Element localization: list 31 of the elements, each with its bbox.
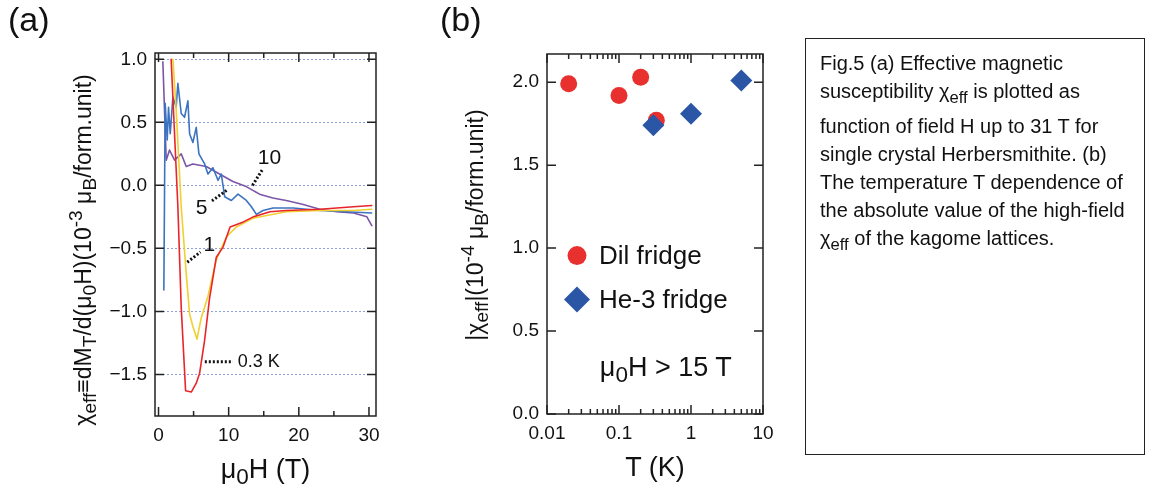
annotation: 10 (257, 145, 282, 169)
x-tick-label: 0.01 (528, 421, 566, 443)
x-tick-label: 20 (288, 423, 310, 445)
x-tick-label: 10 (752, 421, 774, 443)
annotation: μ$_{0}$H > 15 T (599, 352, 732, 389)
y-tick-label: 1.5 (512, 153, 539, 175)
y-tick-label: 1.0 (512, 236, 539, 258)
x-tick-label: 30 (358, 423, 380, 445)
x-tick-label: 0.1 (605, 421, 633, 443)
y-tick-label: 2.0 (512, 70, 539, 92)
x-tick-label: 10 (218, 423, 240, 445)
y-tick-label: 0.0 (512, 402, 539, 424)
y-tick-label: 0.5 (512, 319, 539, 341)
y-tick-label: 1.0 (120, 47, 147, 69)
x-tick-label: 0 (153, 423, 164, 445)
annotation: 1 (203, 232, 216, 256)
annotation: 5 (195, 195, 208, 219)
text: Fig.5 (a) Effective magnetic susceptibility χ$_{eff}$ is plotted as function of field H up to 31 T for single crystal Herbersmithite. (b) The temperature T dependence of the absolute value of the high-field χ$_{eff}$ of the kagome lattices. (820, 52, 1125, 254)
legend-label: Dil fridge (599, 239, 702, 270)
y-tick-label: 0.0 (120, 173, 147, 195)
y-tick-label: −1.0 (109, 299, 147, 321)
y-tick-label: 0.5 (120, 110, 147, 132)
y-tick-label: −1.5 (109, 362, 147, 384)
annotation: 0.3 K (237, 350, 280, 371)
x-tick-label: 1 (685, 421, 697, 443)
legend-label: He-3 fridge (599, 283, 728, 314)
y-tick-label: −0.5 (109, 236, 147, 258)
x-axis-title: T (K) (625, 452, 685, 483)
x-axis-title: μ$_{0}$H (T) (220, 454, 311, 490)
chart-title: (a) (8, 0, 50, 39)
chart-title: (b) (440, 0, 482, 39)
